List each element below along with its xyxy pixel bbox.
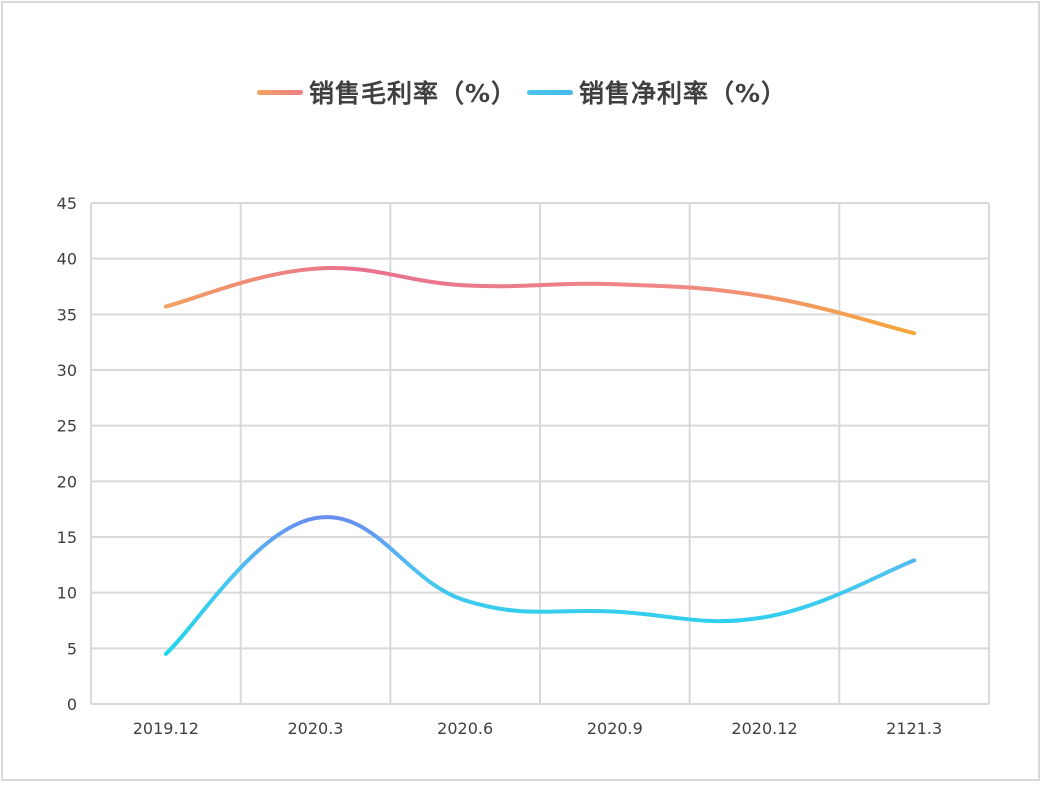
legend-label: 销售毛利率（%）	[308, 79, 517, 108]
series-line-net-margin[interactable]	[163, 515, 917, 656]
x-tick-label: 2121.3	[886, 719, 942, 738]
y-axis: 0 5 10 15 20 25 30 35 40 45	[57, 194, 77, 714]
y-tick-label: 20	[57, 472, 77, 491]
y-tick-label: 25	[57, 417, 77, 436]
y-tick-label: 0	[67, 695, 77, 714]
y-tick-label: 30	[57, 361, 77, 380]
legend-item-gross-margin[interactable]: 销售毛利率（%）	[256, 74, 517, 110]
grid-lines	[90, 202, 990, 705]
y-tick-label: 40	[57, 250, 77, 269]
x-tick-label: 2020.12	[731, 719, 797, 738]
x-axis: 2019.12 2020.3 2020.6 2020.9 2020.12 2121.3	[133, 719, 942, 738]
legend-swatch-net-margin	[527, 89, 573, 95]
x-tick-label: 2020.9	[587, 719, 643, 738]
x-tick-label: 2019.12	[133, 719, 199, 738]
y-tick-label: 35	[57, 305, 77, 324]
legend-item-net-margin[interactable]: 销售净利率（%）	[527, 74, 787, 110]
legend-swatch-gross-margin	[256, 89, 303, 95]
y-tick-label: 45	[57, 194, 77, 213]
y-tick-label: 10	[57, 584, 77, 603]
chart-frame	[1, 1, 1040, 781]
series-line-gross-margin[interactable]	[163, 266, 917, 336]
y-tick-label: 5	[67, 639, 77, 658]
chart-legend: 销售毛利率（%） 销售净利率（%）	[0, 74, 1044, 110]
x-tick-label: 2020.6	[437, 719, 493, 738]
x-tick-label: 2020.3	[288, 719, 344, 738]
legend-label: 销售净利率（%）	[579, 79, 788, 108]
y-tick-label: 15	[57, 528, 77, 547]
